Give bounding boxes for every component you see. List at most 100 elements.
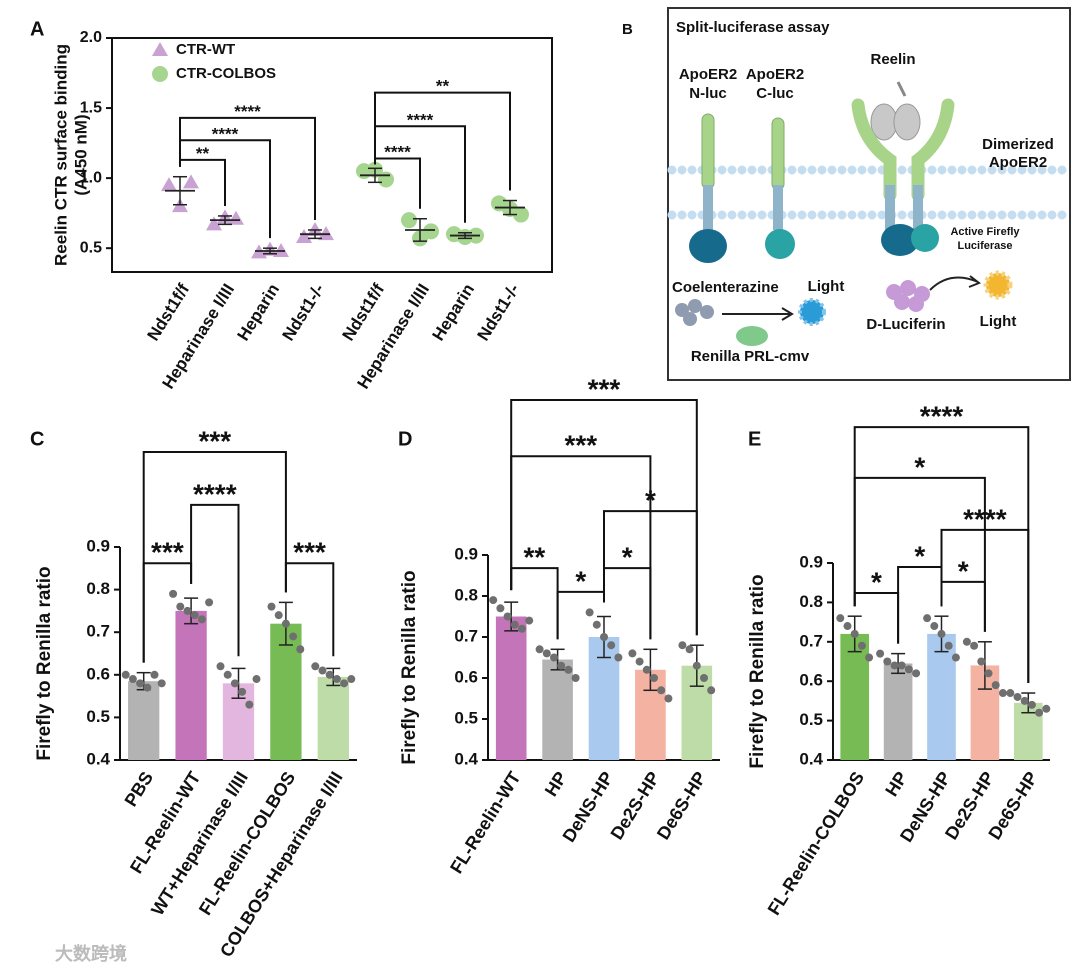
y-tick-label: 2.0 xyxy=(80,29,102,46)
x-tick-label: FL-Reelin-COLBOS xyxy=(764,768,868,919)
arrow xyxy=(896,81,907,97)
data-point xyxy=(557,661,566,670)
y-tick-label: 0.8 xyxy=(454,585,478,604)
x-tick-label: Ndst1-/- xyxy=(474,280,524,344)
bar xyxy=(317,676,349,760)
bar xyxy=(128,681,160,760)
data-point xyxy=(307,221,323,236)
receptor-tm xyxy=(885,185,895,230)
bar xyxy=(883,663,913,760)
label: Reelin xyxy=(870,51,915,68)
plot-frame xyxy=(111,37,553,273)
significance-label: ** xyxy=(196,144,210,163)
y-tick-label: 0.5 xyxy=(86,707,110,726)
significance-label: * xyxy=(871,566,882,597)
receptor-tm xyxy=(773,185,783,230)
data-point xyxy=(510,620,519,629)
reelin xyxy=(893,103,921,141)
data-point xyxy=(912,669,921,678)
x-tick-label: Ndst1f/f xyxy=(144,280,194,344)
dimer xyxy=(851,98,955,202)
data-point xyxy=(1042,704,1051,713)
data-point xyxy=(700,674,708,682)
significance-label: ** xyxy=(436,77,450,96)
bar xyxy=(927,633,956,760)
data-point xyxy=(930,622,939,631)
label: Light xyxy=(980,313,1017,330)
y-axis-title: Firefly to Renilla ratio xyxy=(399,570,420,764)
data-point xyxy=(977,657,986,666)
bar xyxy=(270,623,302,760)
data-point xyxy=(657,686,666,695)
renilla-icon xyxy=(736,326,768,346)
data-point xyxy=(183,174,199,189)
data-point xyxy=(325,670,334,679)
y-tick-label: 0.4 xyxy=(454,749,478,768)
data-point xyxy=(857,641,866,650)
y-axis-title: Firefly to Renilla ratio xyxy=(747,574,768,768)
data-point xyxy=(850,629,859,638)
label: C-luc xyxy=(756,85,794,102)
data-point xyxy=(161,177,177,192)
significance-bracket xyxy=(142,451,287,663)
data-point xyxy=(970,641,979,650)
significance-label: * xyxy=(914,451,925,482)
significance-label: **** xyxy=(234,102,261,121)
data-point xyxy=(600,633,608,641)
label: Dimerized xyxy=(982,136,1054,153)
data-point xyxy=(423,223,439,240)
significance-label: * xyxy=(575,565,586,596)
x-tick-label: Ndst1f/f xyxy=(339,280,389,344)
significance-label: **** xyxy=(407,110,434,129)
panel-letter: A xyxy=(30,18,44,40)
label: Renilla PRL-cmv xyxy=(691,348,810,365)
data-point xyxy=(281,619,290,628)
significance-bracket xyxy=(179,116,316,220)
significance-label: * xyxy=(958,555,969,586)
data-point xyxy=(843,622,852,631)
y-axis-title: Firefly to Renilla ratio xyxy=(34,566,55,760)
data-point xyxy=(635,657,644,666)
y-axis-title: Reelin CTR surface binding xyxy=(51,44,70,266)
significance-label: *** xyxy=(564,430,597,461)
data-point xyxy=(642,665,651,674)
data-point xyxy=(518,624,526,633)
data-point xyxy=(962,637,971,646)
y-tick-label: 1.5 xyxy=(80,99,102,116)
bar xyxy=(495,616,527,760)
data-point xyxy=(318,226,334,241)
data-point xyxy=(571,674,580,682)
reelin xyxy=(870,103,898,141)
bar xyxy=(542,659,573,760)
data-point xyxy=(183,606,192,615)
substrate-icon xyxy=(675,299,714,326)
significance-bracket xyxy=(897,565,943,644)
data-point xyxy=(1020,696,1029,705)
data-point xyxy=(238,687,247,696)
bar xyxy=(175,610,207,760)
y-tick-label: 0.8 xyxy=(86,579,110,598)
label: ApoER2 xyxy=(989,154,1047,171)
arrow xyxy=(929,275,981,291)
data-point xyxy=(1013,692,1022,701)
data-point xyxy=(550,653,558,662)
legend-marker xyxy=(152,42,168,56)
data-point xyxy=(273,242,289,257)
significance-label: *** xyxy=(151,537,184,568)
diagram-title: Split-luciferase assay xyxy=(676,19,830,36)
data-point xyxy=(542,649,551,658)
data-point xyxy=(865,653,874,662)
significance-label: **** xyxy=(212,124,239,143)
y-tick-label: 0.9 xyxy=(799,552,823,571)
panel-letter: E xyxy=(748,428,761,450)
data-point xyxy=(157,679,166,688)
data-point xyxy=(228,210,244,225)
data-point xyxy=(937,629,946,638)
y-tick-label: 1.0 xyxy=(80,169,102,186)
y-tick-label: 0.9 xyxy=(454,544,478,563)
label: Luciferase xyxy=(957,240,1012,252)
data-point xyxy=(607,641,616,650)
data-point xyxy=(503,612,512,621)
y-tick-label: 0.5 xyxy=(80,239,102,256)
